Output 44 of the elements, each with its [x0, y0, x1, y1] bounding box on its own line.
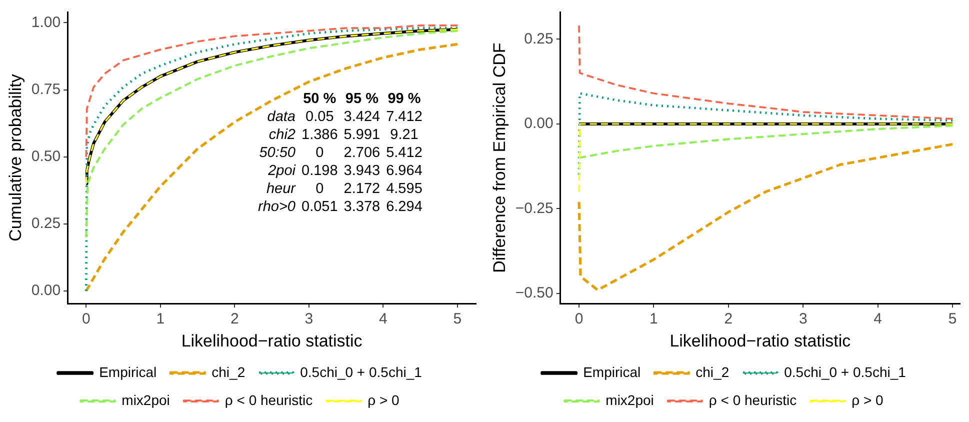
y-tick-label: −0.50: [515, 284, 554, 302]
y-tick-label: 0.00: [524, 115, 554, 132]
legend-label: ρ > 0: [368, 392, 400, 408]
legend-label: mix2poi: [606, 392, 654, 408]
y-tick-label: 1.00: [31, 14, 61, 31]
y-tick-label: 0.25: [31, 215, 61, 232]
legend-label: ρ < 0 heuristic: [708, 392, 797, 408]
x-tick-label: 2: [724, 310, 733, 328]
legend-label: chi_2: [212, 364, 246, 380]
legend-label: 0.5chi_0 + 0.5chi_1: [300, 364, 422, 380]
y-tick-label: 0.50: [31, 148, 61, 165]
y-tick-label: −0.25: [515, 200, 554, 217]
x-axis-title: Likelihood−ratio statistic: [181, 331, 363, 350]
x-tick-label: 4: [379, 310, 388, 328]
x-tick-label: 2: [230, 310, 239, 328]
annotation: 50 % 95 % 99 %: [302, 90, 422, 108]
legend-label: Empirical: [99, 364, 157, 380]
x-tick-label: 5: [453, 310, 462, 328]
legend-label: ρ < 0 heuristic: [224, 392, 313, 408]
x-tick-label: 5: [948, 310, 957, 328]
legend-label: 0.5chi_0 + 0.5chi_1: [784, 364, 906, 380]
text: heur 0 2.172 4.595: [266, 181, 422, 197]
x-tick-label: 4: [874, 310, 882, 328]
legend-label: chi_2: [696, 364, 730, 380]
x-tick-label: 1: [650, 310, 658, 328]
annotation: 2poi 0.198 3.943 6.964: [267, 162, 424, 180]
legend-label: mix2poi: [122, 392, 170, 408]
annotation: chi2 1.386 5.991 9.21: [268, 126, 420, 144]
y-axis-title: Difference from Empirical CDF: [490, 42, 509, 273]
annotation: data 0.05 3.424 7.412: [266, 108, 424, 126]
x-axis-title: Likelihood−ratio statistic: [670, 331, 852, 350]
y-tick-label: 0.75: [31, 80, 61, 98]
x-tick-label: 1: [156, 310, 165, 328]
legend-label: ρ > 0: [852, 392, 884, 408]
x-tick-label: 3: [798, 310, 808, 328]
text: 50:50 0 2.706 5.412: [259, 145, 422, 161]
annotation: rho>0 0.051 3.378 6.294: [257, 198, 424, 216]
x-tick-label: 0: [82, 310, 90, 328]
x-tick-label: 0: [574, 310, 584, 328]
x-tick-label: 3: [304, 310, 314, 328]
y-axis-title: Cumulative probability: [6, 74, 25, 242]
y-tick-label: 0.00: [31, 282, 61, 300]
legend-label: Empirical: [583, 364, 641, 380]
y-tick-label: 0.25: [524, 30, 554, 48]
